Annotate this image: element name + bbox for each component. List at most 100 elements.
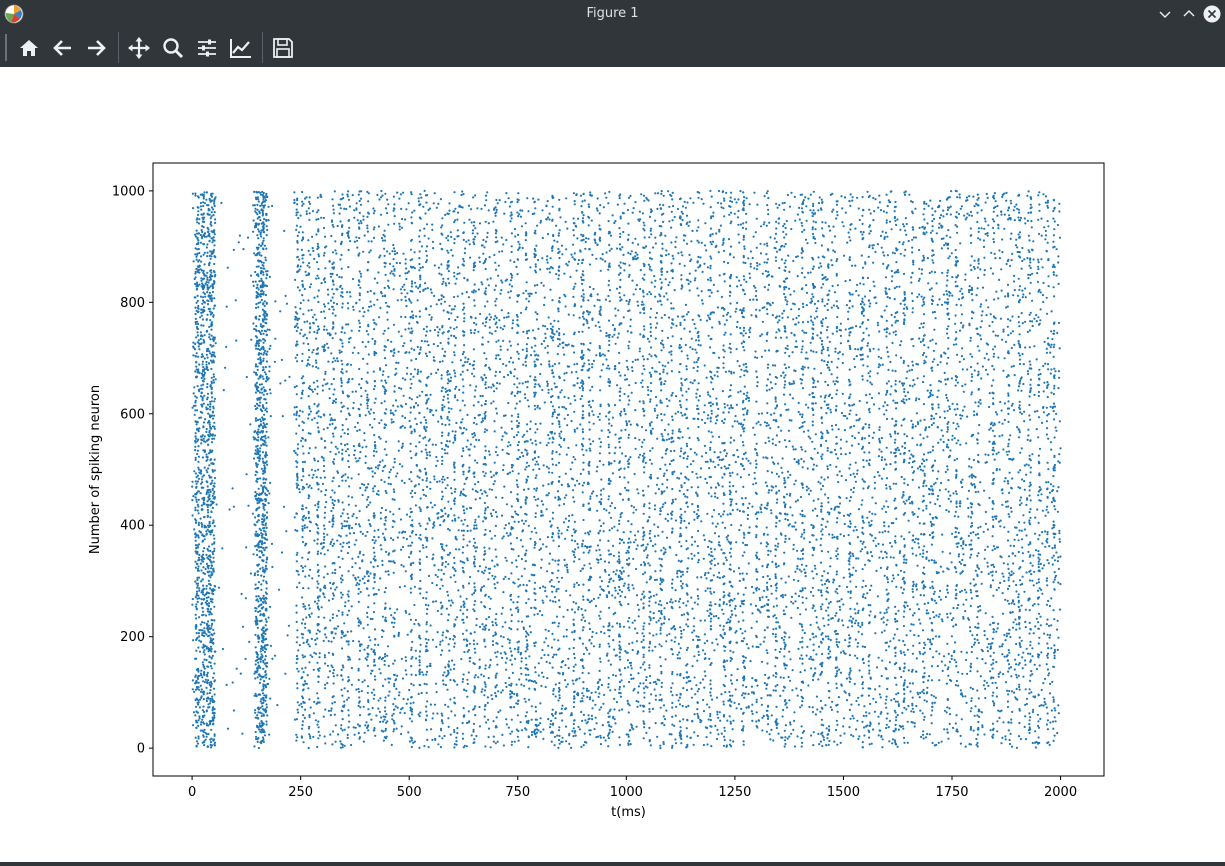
spike-point [518,400,522,403]
maximize-chevron-icon[interactable] [1180,5,1198,23]
spike-point [343,207,346,210]
forward-arrow-icon[interactable] [84,36,108,60]
spike-point [193,277,196,281]
spike-point [646,293,649,296]
spike-point [458,205,461,208]
spike-point [715,614,718,618]
back-arrow-icon[interactable] [51,36,75,60]
spike-point [366,691,369,694]
spike-point [856,472,859,475]
spike-point [504,652,507,656]
spike-point [579,700,582,703]
spike-point [872,697,875,700]
spike-point [788,650,791,653]
spike-point [661,242,664,245]
spike-point [900,400,903,403]
spike-point [715,737,719,741]
spike-point [375,714,378,717]
spike-point [843,429,847,432]
spike-point [916,443,919,446]
spike-point [661,247,664,250]
spike-point [859,625,862,629]
spike-point [501,281,504,284]
spike-point [192,404,195,407]
home-icon[interactable] [17,36,41,60]
spike-point [675,693,678,697]
spike-point [298,704,301,707]
spike-point [576,362,579,365]
spike-point [1001,572,1004,575]
spike-point [1003,227,1006,230]
spike-point [453,730,456,734]
spike-point [329,581,332,585]
spike-point [890,228,893,231]
spike-point [411,519,414,522]
spike-point [619,695,623,698]
spike-point [874,537,877,540]
figure-canvas[interactable]: 0 250 500 750 1000 1250 1500 1750 2000 0 200 400 60… [0,67,1225,862]
spike-point [932,592,935,596]
spike-point [747,399,751,402]
spike-point [1049,634,1052,637]
spike-point [360,386,363,390]
spike-point [522,454,525,458]
toolbar-grip[interactable] [5,34,7,61]
pan-move-icon[interactable] [127,36,151,60]
spike-point [1003,192,1006,195]
spike-point [367,192,370,195]
spike-point [443,671,446,674]
spike-point [715,232,718,235]
spike-point [717,617,720,620]
spike-point [641,593,644,596]
spike-point [546,344,549,348]
spike-point [846,417,849,420]
spike-point [700,299,704,302]
spike-point [874,513,877,516]
spike-point [845,677,849,680]
spike-point [600,580,604,583]
spike-point [489,597,492,600]
spike-point [830,306,833,309]
spike-point [1013,538,1016,541]
spike-point [558,209,561,212]
edit-axis-icon[interactable] [229,36,253,60]
spike-point [881,507,884,510]
spike-point [306,359,310,362]
spike-point [311,247,314,250]
spike-point [675,324,678,327]
zoom-magnifier-icon[interactable] [161,36,185,60]
spike-point [704,222,707,225]
spike-point [735,641,738,644]
spike-point [317,328,321,331]
spike-point [341,424,344,427]
spike-point [950,190,953,193]
spike-point [361,493,364,497]
spike-point [353,240,356,243]
spike-point [1047,481,1050,484]
spike-point [1007,670,1010,673]
spike-point [319,193,322,196]
spike-point [1044,238,1047,241]
save-floppy-icon[interactable] [271,36,295,60]
spike-point [472,196,475,199]
spike-point [535,244,538,247]
spike-point [621,708,624,711]
spike-point [911,311,914,314]
spike-point [307,239,310,242]
spike-point [535,731,539,734]
spike-point [300,702,303,705]
spike-point [723,738,726,742]
close-icon[interactable] [1203,5,1221,23]
spike-point [694,327,697,330]
spike-point [211,437,214,440]
spike-point [357,459,360,462]
spike-point [421,478,424,482]
spike-point [700,455,704,458]
spike-point [877,392,881,395]
spike-point [1057,261,1060,264]
spike-point [403,481,406,485]
subplots-sliders-icon[interactable] [195,36,219,60]
minimize-chevron-icon[interactable] [1156,5,1174,23]
spike-point [328,397,331,400]
spike-point [662,704,666,707]
